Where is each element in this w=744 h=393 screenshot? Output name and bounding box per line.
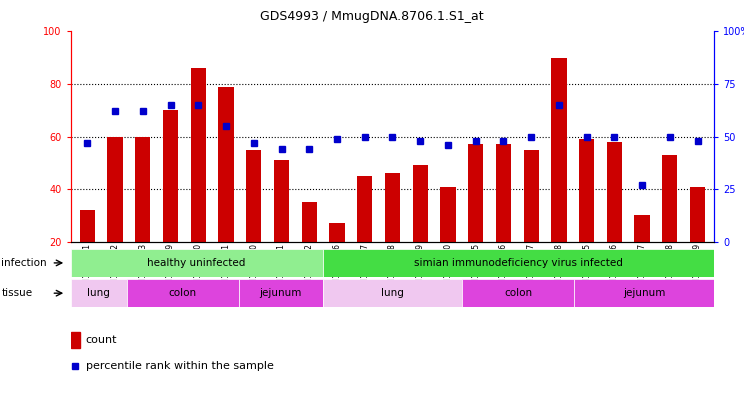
- Bar: [322, 249, 714, 277]
- Bar: [496, 145, 511, 242]
- Bar: [322, 279, 463, 307]
- Bar: [274, 160, 289, 242]
- Bar: [385, 173, 400, 242]
- Text: healthy uninfected: healthy uninfected: [147, 258, 246, 268]
- Bar: [107, 136, 123, 242]
- Bar: [440, 187, 455, 242]
- Bar: [579, 139, 594, 242]
- Text: lung: lung: [381, 288, 404, 298]
- Bar: [126, 279, 239, 307]
- Bar: [574, 279, 714, 307]
- Bar: [413, 165, 428, 242]
- Text: GDS4993 / MmugDNA.8706.1.S1_at: GDS4993 / MmugDNA.8706.1.S1_at: [260, 10, 484, 23]
- Text: colon: colon: [169, 288, 196, 298]
- Bar: [190, 68, 206, 242]
- Text: percentile rank within the sample: percentile rank within the sample: [86, 361, 274, 371]
- Bar: [662, 155, 678, 242]
- Text: tissue: tissue: [1, 288, 33, 298]
- Bar: [301, 202, 317, 242]
- Text: jejunum: jejunum: [623, 288, 665, 298]
- Bar: [71, 332, 80, 348]
- Bar: [524, 150, 539, 242]
- Bar: [468, 145, 484, 242]
- Text: jejunum: jejunum: [260, 288, 302, 298]
- Bar: [690, 187, 705, 242]
- Text: infection: infection: [1, 258, 47, 268]
- Bar: [239, 279, 322, 307]
- Bar: [607, 142, 622, 242]
- Text: lung: lung: [87, 288, 110, 298]
- Bar: [80, 210, 95, 242]
- Bar: [551, 58, 566, 242]
- Bar: [330, 223, 344, 242]
- Bar: [71, 249, 322, 277]
- Bar: [635, 215, 650, 242]
- Bar: [135, 136, 150, 242]
- Bar: [357, 176, 372, 242]
- Bar: [463, 279, 574, 307]
- Text: colon: colon: [504, 288, 533, 298]
- Text: simian immunodeficiency virus infected: simian immunodeficiency virus infected: [414, 258, 623, 268]
- Bar: [219, 86, 234, 242]
- Bar: [246, 150, 261, 242]
- Bar: [163, 110, 178, 242]
- Bar: [71, 279, 126, 307]
- Text: count: count: [86, 335, 117, 345]
